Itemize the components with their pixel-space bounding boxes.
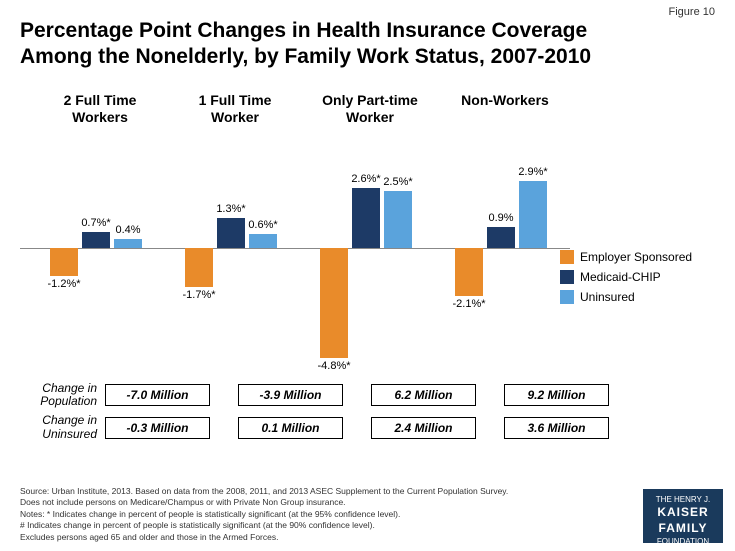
bar-value-label: 1.3%* bbox=[206, 203, 256, 215]
note-line: Notes: * Indicates change in percent of … bbox=[20, 509, 615, 520]
title-line-1: Percentage Point Changes in Health Insur… bbox=[20, 19, 587, 42]
legend-swatch bbox=[560, 250, 574, 264]
bar-value-label: 0.6%* bbox=[238, 219, 288, 231]
chart-legend: Employer Sponsored Medicaid-CHIP Uninsured bbox=[560, 250, 692, 310]
bar-value-label: -2.1%* bbox=[444, 298, 494, 310]
source-notes: Source: Urban Institute, 2013. Based on … bbox=[20, 486, 615, 543]
bar-medicaid: 2.6%* bbox=[352, 188, 380, 248]
bar-uninsured: 2.9%* bbox=[519, 181, 547, 248]
kaiser-logo: THE HENRY J. KAISER FAMILY FOUNDATION bbox=[643, 489, 723, 543]
note-line: Does not include persons on Medicare/Cha… bbox=[20, 497, 615, 508]
row-label: Change inUninsured bbox=[20, 414, 105, 440]
bar-employer: -4.8%* bbox=[320, 248, 348, 358]
note-line: # Indicates change in percent of people … bbox=[20, 520, 615, 531]
chart-title: Percentage Point Changes in Health Insur… bbox=[20, 18, 715, 71]
bar-employer: -1.7%* bbox=[185, 248, 213, 287]
legend-swatch bbox=[560, 290, 574, 304]
table-cell: 6.2 Million bbox=[371, 384, 476, 406]
figure-number: Figure 10 bbox=[669, 6, 715, 18]
bar-value-label: -1.2%* bbox=[39, 278, 89, 290]
bar-group: 1 Full TimeWorker-1.7%*1.3%*0.6%* bbox=[175, 128, 295, 368]
category-label: Only Part-timeWorker bbox=[310, 92, 430, 126]
logo-line: FOUNDATION bbox=[643, 537, 723, 547]
table-row: Change inUninsured-0.3 Million 0.1 Millio… bbox=[20, 414, 637, 440]
row-label: Change inPopulation bbox=[20, 382, 105, 408]
summary-tables: Change inPopulation-7.0 Million -3.9 Mill… bbox=[20, 382, 637, 447]
table-cell: -3.9 Million bbox=[238, 384, 343, 406]
bar-employer: -2.1%* bbox=[455, 248, 483, 296]
logo-line: KAISER bbox=[643, 505, 723, 521]
bar-group: Only Part-timeWorker-4.8%*2.6%*2.5%* bbox=[310, 128, 430, 368]
legend-item: Uninsured bbox=[560, 290, 692, 304]
legend-label: Uninsured bbox=[580, 290, 635, 304]
bar-value-label: -1.7%* bbox=[174, 289, 224, 301]
category-label: 1 Full TimeWorker bbox=[175, 92, 295, 126]
legend-item: Medicaid-CHIP bbox=[560, 270, 692, 284]
note-line: Source: Urban Institute, 2013. Based on … bbox=[20, 486, 615, 497]
table-cell: -7.0 Million bbox=[105, 384, 210, 406]
bar-uninsured: 0.6%* bbox=[249, 234, 277, 248]
bar-uninsured: 0.4% bbox=[114, 239, 142, 248]
table-cell: 9.2 Million bbox=[504, 384, 609, 406]
note-line: Excludes persons aged 65 and older and t… bbox=[20, 532, 615, 543]
table-row: Change inPopulation-7.0 Million -3.9 Mill… bbox=[20, 382, 637, 408]
bar-group: Non-Workers-2.1%*0.9%2.9%* bbox=[445, 128, 565, 368]
bar-chart: 2 Full TimeWorkers-1.2%*0.7%*0.4%1 Full … bbox=[20, 128, 560, 368]
bar-value-label: 2.5%* bbox=[373, 176, 423, 188]
bar-employer: -1.2%* bbox=[50, 248, 78, 276]
table-cell: 0.1 Million bbox=[238, 417, 343, 439]
legend-label: Employer Sponsored bbox=[580, 250, 692, 264]
table-cell: 2.4 Million bbox=[371, 417, 476, 439]
table-cell: -0.3 Million bbox=[105, 417, 210, 439]
bar-value-label: -4.8%* bbox=[309, 360, 359, 372]
bar-uninsured: 2.5%* bbox=[384, 191, 412, 249]
title-line-2: Among the Nonelderly, by Family Work Sta… bbox=[20, 45, 591, 68]
legend-item: Employer Sponsored bbox=[560, 250, 692, 264]
bar-group: 2 Full TimeWorkers-1.2%*0.7%*0.4% bbox=[40, 128, 160, 368]
legend-swatch bbox=[560, 270, 574, 284]
bar-value-label: 0.4% bbox=[103, 224, 153, 236]
legend-label: Medicaid-CHIP bbox=[580, 270, 661, 284]
logo-line: FAMILY bbox=[643, 521, 723, 537]
category-label: Non-Workers bbox=[445, 92, 565, 109]
category-label: 2 Full TimeWorkers bbox=[40, 92, 160, 126]
bar-value-label: 2.9%* bbox=[508, 166, 558, 178]
bar-medicaid: 0.9% bbox=[487, 227, 515, 248]
table-cell: 3.6 Million bbox=[504, 417, 609, 439]
logo-line: THE HENRY J. bbox=[643, 495, 723, 505]
